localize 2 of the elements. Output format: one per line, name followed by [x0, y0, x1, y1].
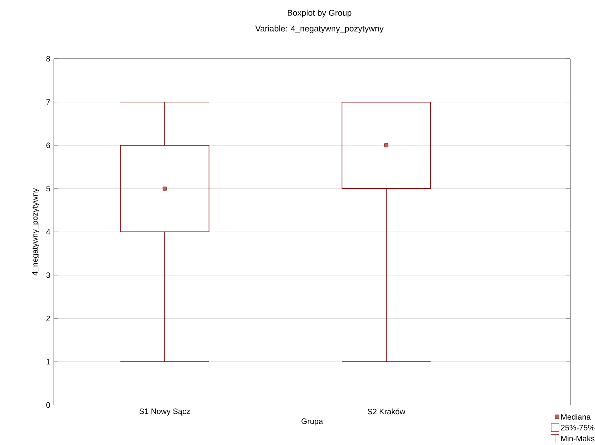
chart-subtitle: Variable: 4_negatywny_pozytywny	[256, 26, 384, 34]
chart-title: Boxplot by Group	[288, 10, 352, 18]
